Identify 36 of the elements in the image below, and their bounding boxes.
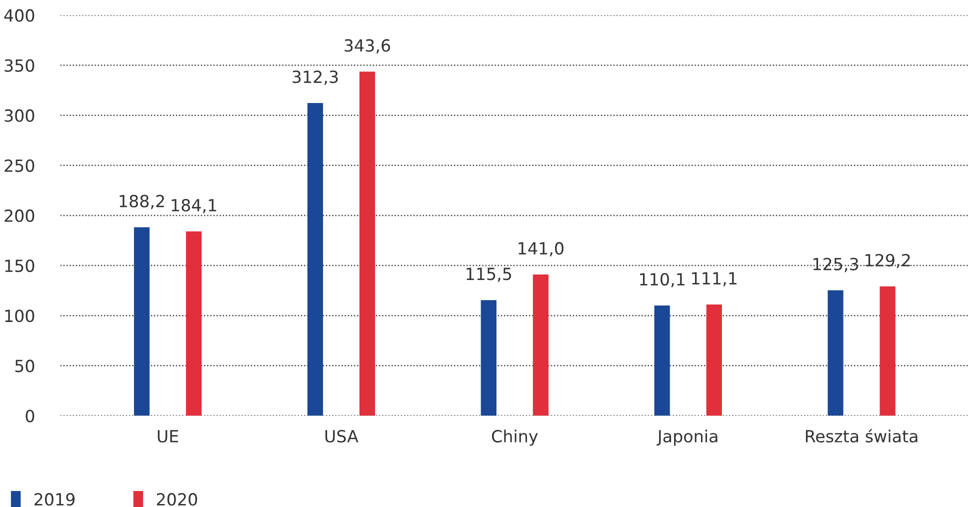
y-tick-label: 200 <box>4 209 34 222</box>
x-tick-label: USA <box>325 430 358 443</box>
bar <box>134 227 150 416</box>
data-label: 115,5 <box>466 268 512 282</box>
data-label: 343,6 <box>344 39 390 54</box>
data-label: 188,2 <box>120 194 164 210</box>
bar <box>480 300 496 416</box>
y-tick-label: 350 <box>4 59 34 72</box>
bar <box>880 286 896 416</box>
x-tick-label: Japonia <box>656 430 718 446</box>
x-tick-label: Chiny <box>492 430 538 446</box>
bar <box>307 103 324 416</box>
bar <box>532 274 548 416</box>
data-label: 312,3 <box>292 70 338 85</box>
data-label: 184,1 <box>172 198 216 214</box>
bar <box>706 304 722 416</box>
bar <box>654 305 670 416</box>
bar <box>828 290 844 416</box>
y-tick-label: 150 <box>5 260 34 272</box>
bar <box>359 72 376 416</box>
data-label: 141,0 <box>518 242 564 256</box>
x-tick-label: UE <box>158 430 178 443</box>
y-tick-label: 400 <box>4 9 34 22</box>
legend-label: 2019 <box>34 493 75 506</box>
bar <box>186 231 202 416</box>
y-tick-label: 0 <box>26 410 34 422</box>
y-tick-label: 250 <box>4 159 34 172</box>
y-tick-label: 300 <box>4 109 34 122</box>
data-label: 110,1 <box>640 272 684 288</box>
x-tick-label: Reszta świata <box>806 428 918 443</box>
y-tick-label: 50 <box>15 360 34 372</box>
legend-label: 2020 <box>156 493 198 506</box>
data-label: 129,2 <box>866 254 910 268</box>
y-tick-label: 100 <box>5 310 34 322</box>
data-label: 125,3 <box>814 258 858 272</box>
data-label: 111,1 <box>692 272 736 286</box>
